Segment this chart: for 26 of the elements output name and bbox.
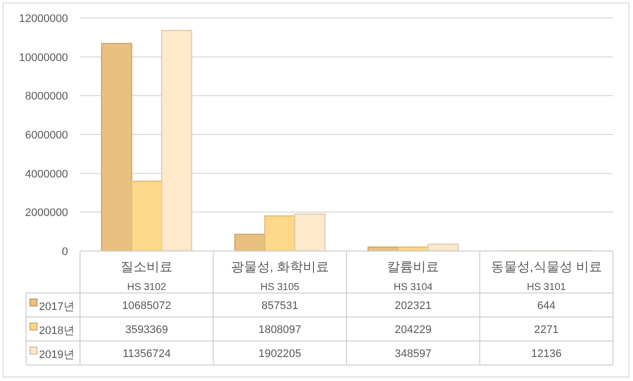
legend-label: 2017년 [39,301,74,313]
y-tick-label: 2000000 [25,207,68,220]
y-tick-label: 10000000 [19,52,68,64]
data-label: 11356724 [122,348,171,360]
data-label: 857531 [262,300,298,312]
data-label: 2271 [534,324,559,336]
data-label: 1902205 [258,348,302,360]
y-tick-label: 4000000 [25,168,68,180]
y-tick-label: 12000000 [19,13,68,25]
x-tick-label: 동물성,식물성 비료 HS 3101 [490,259,602,293]
legend-label: 2019년 [39,349,74,361]
data-label: 644 [537,300,556,312]
data-label: 202321 [394,300,432,312]
legend-label: 2018년 [39,325,74,337]
x-tick-label: 칼륨비료 HS 3104 [387,259,440,293]
y-tick-label: 0 [62,246,68,258]
data-label: 3593369 [125,324,168,336]
data-label: 1808097 [258,324,302,336]
data-label: 348597 [394,348,432,360]
y-tick-label: 8000000 [25,90,68,103]
x-tick-label: 질소비료 HS 3102 [120,259,173,293]
data-label: 12136 [531,348,562,360]
y-tick-label: 6000000 [25,130,68,142]
data-label: 10685072 [122,300,172,312]
x-tick-label: 광물성, 화학비료 HS 3105 [230,259,329,293]
data-label: 204229 [394,324,432,336]
